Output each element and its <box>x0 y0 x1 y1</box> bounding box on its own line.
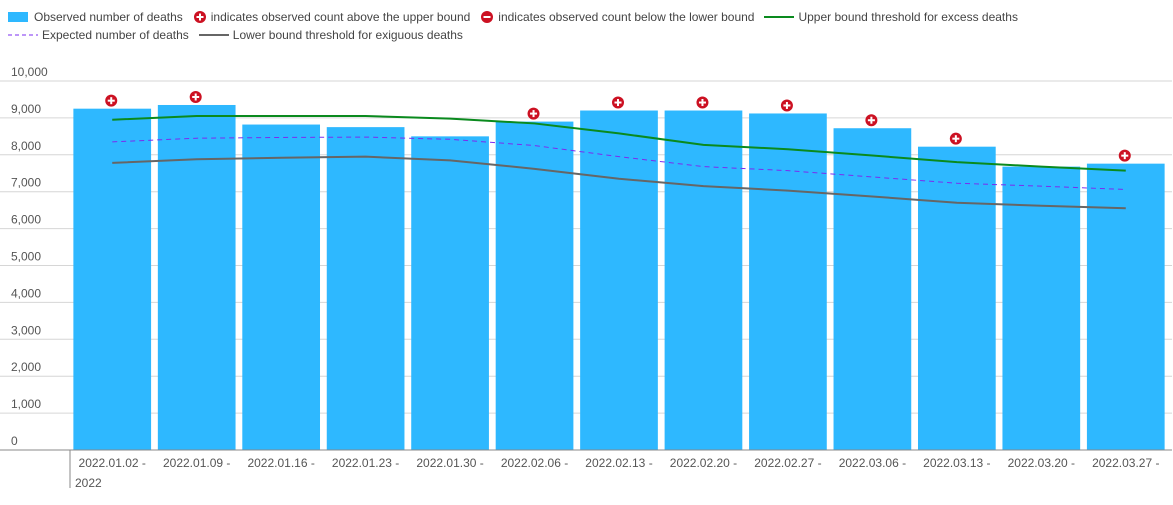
y-tick-label: 7,000 <box>11 176 41 190</box>
x-tick-label: 2022.03.06 - <box>839 456 906 470</box>
legend-label-above: indicates observed count above the upper… <box>210 10 471 24</box>
expected-line-swatch <box>8 34 38 36</box>
y-tick-label: 1,000 <box>11 397 41 411</box>
marker-plus-v <box>954 135 957 143</box>
bar <box>917 146 996 450</box>
bar <box>411 136 489 450</box>
legend-label-below: indicates observed count below the lower… <box>498 10 755 24</box>
y-tick-label: 9,000 <box>11 102 41 116</box>
minus-circle-icon <box>481 11 494 23</box>
y-tick-label: 6,000 <box>11 213 41 227</box>
bar <box>833 128 912 450</box>
marker-plus-v <box>110 97 113 105</box>
marker-plus-v <box>1123 152 1126 160</box>
marker-plus-v <box>870 116 873 124</box>
legend: Observed number of deaths indicates obse… <box>8 8 1168 44</box>
bar-swatch <box>8 12 28 22</box>
x-tick-label: 2022.02.20 - <box>670 456 737 470</box>
bar <box>580 110 658 451</box>
bar <box>157 104 236 451</box>
bar <box>1002 166 1081 450</box>
legend-label-lower: Lower bound threshold for exiguous death… <box>232 28 463 42</box>
y-tick-label: 10,000 <box>11 65 48 79</box>
y-tick-label: 4,000 <box>11 286 41 300</box>
y-tick-label: 2,000 <box>11 360 41 374</box>
x-tick-label: 2022.01.23 - <box>332 456 399 470</box>
legend-label-observed: Observed number of deaths <box>34 10 183 24</box>
bar <box>326 127 405 450</box>
x-tick-label: 2022.01.30 - <box>416 456 483 470</box>
lower-line-swatch <box>198 34 229 36</box>
marker-plus-v <box>617 99 619 107</box>
y-tick-label: 0 <box>11 434 18 448</box>
upper-line-swatch <box>764 16 795 18</box>
legend-item-above[interactable]: indicates observed count above the upper… <box>193 10 471 24</box>
x-tick-label-year: 2022 <box>75 476 102 490</box>
series-line <box>112 115 1126 172</box>
bar <box>749 113 827 451</box>
y-tick-label: 5,000 <box>11 250 41 264</box>
x-tick-label: 2022.02.06 - <box>501 456 568 470</box>
marker-plus-v <box>785 101 788 109</box>
bar <box>73 108 152 451</box>
legend-item-below[interactable]: indicates observed count below the lower… <box>480 10 754 24</box>
marker-plus-v <box>532 110 535 118</box>
legend-item-lower[interactable]: Lower bound threshold for exiguous death… <box>198 28 463 42</box>
plus-circle-icon <box>193 11 206 23</box>
bar <box>664 110 743 451</box>
legend-label-expected: Expected number of deaths <box>42 28 189 42</box>
marker-plus-v <box>701 99 704 107</box>
legend-item-expected[interactable]: Expected number of deaths <box>8 28 189 42</box>
legend-item-upper[interactable]: Upper bound threshold for excess deaths <box>764 10 1018 24</box>
x-tick-label: 2022.02.27 - <box>754 456 821 470</box>
bar <box>242 124 321 451</box>
x-tick-label: 2022.01.16 - <box>247 456 314 470</box>
legend-item-observed[interactable]: Observed number of deaths <box>8 10 183 24</box>
legend-label-upper: Upper bound threshold for excess deaths <box>798 10 1018 24</box>
series-line <box>112 136 1126 190</box>
x-tick-label: 2022.02.13 - <box>585 456 652 470</box>
bar <box>495 121 574 450</box>
bar <box>1086 163 1165 450</box>
x-tick-label: 2022.01.09 - <box>163 456 230 470</box>
series-line <box>112 155 1126 210</box>
y-tick-label: 8,000 <box>11 139 41 153</box>
x-tick-label: 2022.01.02 - <box>79 456 146 470</box>
x-tick-label: 2022.03.13 - <box>923 456 990 470</box>
x-tick-label: 2022.03.20 - <box>1008 456 1075 470</box>
marker-plus-v <box>194 93 197 101</box>
x-tick-label: 2022.03.27 - <box>1092 456 1159 470</box>
y-tick-label: 3,000 <box>11 323 41 337</box>
